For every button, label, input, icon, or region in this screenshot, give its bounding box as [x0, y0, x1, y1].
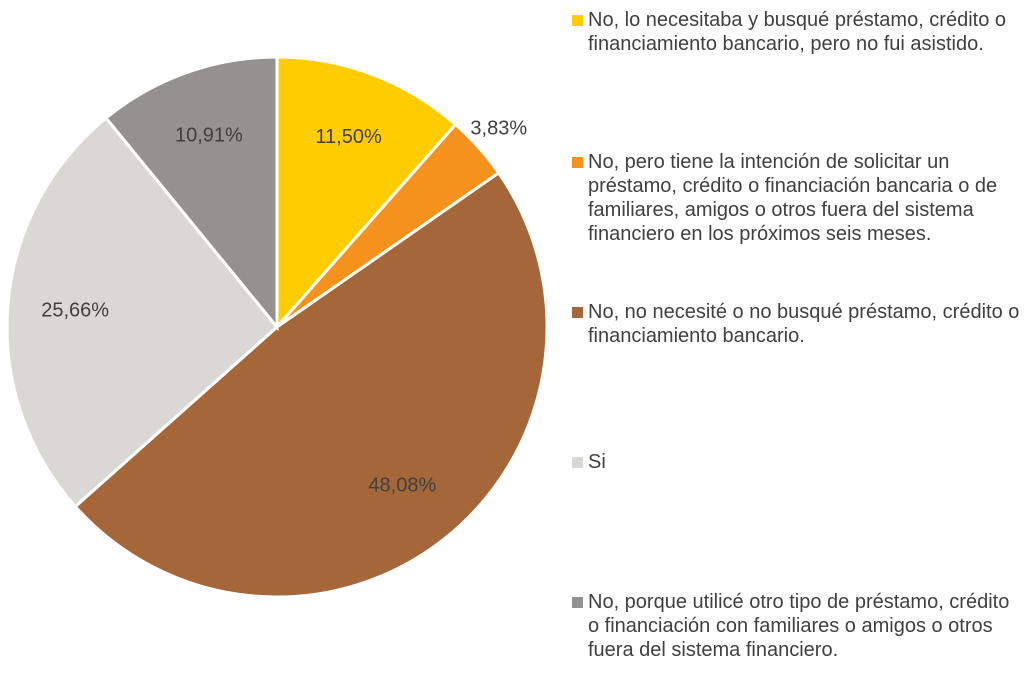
- legend-swatch: [572, 307, 583, 318]
- legend-item: No, pero tiene la intención de solicitar…: [572, 150, 1022, 246]
- legend-label: No, porque utilicé otro tipo de préstamo…: [588, 591, 1010, 661]
- pie-slice: [103, 55, 279, 332]
- legend-swatch: [572, 597, 583, 608]
- legend-swatch: [572, 157, 583, 168]
- legend-label: No, no necesité o no busqué préstamo, cr…: [588, 301, 1020, 347]
- data-label: 3,83%: [470, 118, 527, 140]
- legend-label: No, pero tiene la intención de solicitar…: [588, 151, 998, 245]
- data-label: 11,50%: [315, 126, 382, 148]
- pie-slice: [73, 170, 549, 599]
- legend-item: No, porque utilicé otro tipo de préstamo…: [572, 590, 1022, 662]
- data-label: 10,91%: [175, 125, 243, 147]
- pie-slice: [275, 55, 458, 331]
- legend-item: Si: [572, 450, 1022, 474]
- legend-swatch: [572, 15, 583, 26]
- pie-slice: [5, 115, 280, 509]
- legend-item: No, lo necesitaba y busqué préstamo, cré…: [572, 8, 1022, 56]
- legend-item: No, no necesité o no busqué préstamo, cr…: [572, 300, 1022, 348]
- legend-swatch: [572, 457, 583, 468]
- pie-area: 11,50% 3,83% 48,08% 25,66% 10,91%: [5, 55, 549, 599]
- data-label: 48,08%: [368, 474, 436, 496]
- legend-label: Si: [588, 451, 606, 473]
- data-label: 25,66%: [41, 299, 109, 321]
- legend-label: No, lo necesitaba y busqué préstamo, cré…: [588, 9, 1007, 55]
